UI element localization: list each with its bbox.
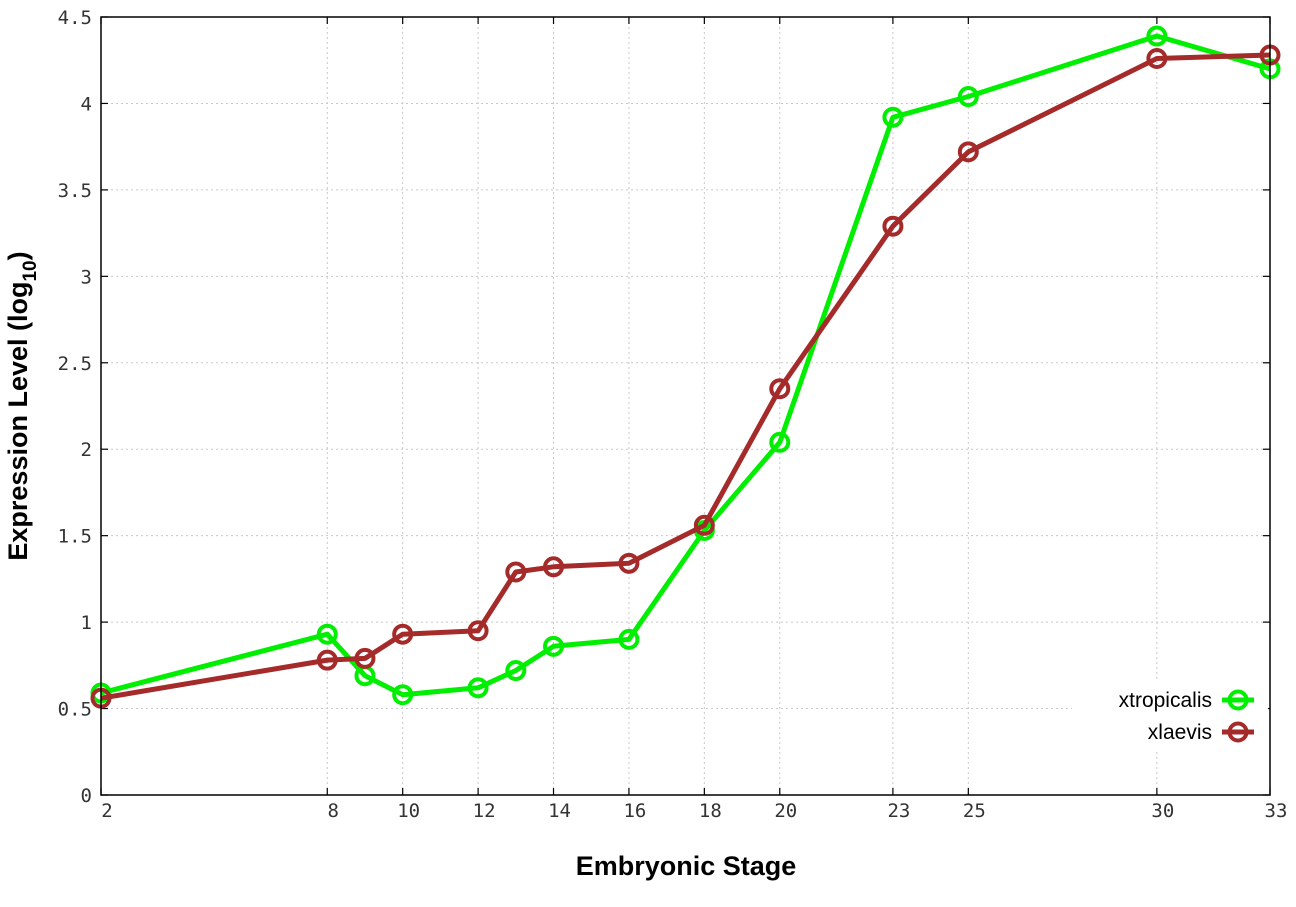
data-point-xlaevis (392, 623, 414, 645)
x-tick-label: 10 (397, 800, 420, 822)
x-tick-label: 18 (699, 800, 722, 822)
x-axis-ticks: 2 8 10 12 14 16 18 20 23 25 30 33 (100, 17, 1288, 822)
x-tick-label: 33 (1265, 800, 1288, 822)
x-tick-label: 20 (774, 800, 797, 822)
y-tick-label: 3 (81, 266, 92, 288)
y-axis-ticks: 0 0.5 1 1.5 2 2.5 3 3.5 4 4.5 (58, 7, 1270, 807)
legend-swatch-marker-xlaevis (1227, 721, 1249, 743)
data-point-xlaevis (882, 215, 904, 237)
y-tick-label: 0 (81, 785, 92, 807)
data-point-xtropicalis (769, 431, 791, 453)
series-lines (90, 25, 1281, 709)
data-point-xlaevis (693, 514, 715, 536)
data-point-xtropicalis (1146, 25, 1168, 47)
legend-swatch-marker-xtropicalis (1227, 689, 1249, 711)
x-tick-label: 12 (473, 800, 496, 822)
y-axis-title-main: Expression Level (log (3, 282, 33, 561)
series-xlaevis (90, 44, 1281, 709)
y-tick-label: 4 (81, 93, 92, 115)
data-point-xtropicalis (505, 660, 527, 682)
y-tick-label: 3.5 (58, 180, 92, 202)
data-point-xlaevis (957, 141, 979, 163)
y-tick-label: 0.5 (58, 699, 92, 721)
y-tick-label: 4.5 (58, 7, 92, 29)
data-point-xlaevis (543, 556, 565, 578)
x-tick-label: 2 (101, 800, 112, 822)
x-tick-label: 23 (887, 800, 910, 822)
x-axis-title: Embryonic Stage (576, 851, 797, 881)
y-tick-label: 1.5 (58, 526, 92, 548)
data-point-xtropicalis (316, 623, 338, 645)
data-point-xlaevis (1146, 47, 1168, 69)
y-axis-title-close: ) (3, 251, 33, 260)
x-tick-label: 14 (548, 800, 571, 822)
y-tick-label: 2 (81, 439, 92, 461)
x-tick-label: 25 (963, 800, 986, 822)
data-point-xtropicalis (957, 86, 979, 108)
data-point-xtropicalis (467, 677, 489, 699)
y-axis-title: Expression Level (log10) (3, 251, 41, 560)
legend: xtropicalis xlaevis (1072, 680, 1268, 752)
plot-frame (100, 16, 1271, 796)
legend-label-xlaevis: xlaevis (1148, 721, 1212, 744)
data-point-xtropicalis (543, 635, 565, 657)
series-line-xlaevis (100, 52, 1271, 701)
data-point-xtropicalis (392, 684, 414, 706)
y-tick-label: 1 (81, 612, 92, 634)
x-tick-label: 30 (1151, 800, 1174, 822)
series-line-xtropicalis (100, 33, 1271, 698)
y-tick-label: 2.5 (58, 353, 92, 375)
x-tick-label: 8 (328, 800, 339, 822)
data-point-xlaevis (316, 649, 338, 671)
data-point-xtropicalis (882, 106, 904, 128)
data-point-xlaevis (769, 378, 791, 400)
data-point-xlaevis (618, 552, 640, 574)
x-tick-label: 16 (623, 800, 646, 822)
data-point-xlaevis (354, 647, 376, 669)
series-xtropicalis (90, 25, 1281, 706)
y-axis-title-subscript: 10 (20, 260, 41, 281)
data-point-xtropicalis (618, 628, 640, 650)
legend-label-xtropicalis: xtropicalis (1119, 689, 1212, 712)
data-point-xlaevis (467, 620, 489, 642)
data-point-xlaevis (505, 561, 527, 583)
grid-lines (101, 17, 1270, 795)
